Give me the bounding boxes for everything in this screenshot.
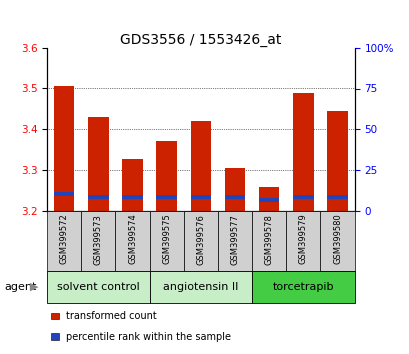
- Bar: [285, 211, 320, 271]
- Bar: [292, 195, 313, 199]
- Text: GSM399576: GSM399576: [196, 214, 205, 264]
- Text: GSM399573: GSM399573: [94, 214, 103, 264]
- Text: GSM399580: GSM399580: [332, 214, 341, 264]
- Bar: [47, 271, 149, 303]
- Bar: [122, 159, 142, 211]
- Text: torcetrapib: torcetrapib: [272, 282, 333, 292]
- Bar: [54, 86, 74, 211]
- Bar: [149, 271, 252, 303]
- Text: GSM399578: GSM399578: [264, 214, 273, 264]
- Bar: [258, 198, 279, 202]
- Text: agent: agent: [4, 282, 36, 292]
- Text: GSM399575: GSM399575: [162, 214, 171, 264]
- Bar: [326, 195, 347, 199]
- Bar: [224, 195, 245, 199]
- Bar: [156, 195, 177, 199]
- Bar: [47, 211, 81, 271]
- Text: GSM399572: GSM399572: [60, 214, 69, 264]
- Text: GSM399577: GSM399577: [230, 214, 239, 264]
- Bar: [252, 271, 354, 303]
- Bar: [149, 211, 183, 271]
- Text: GSM399579: GSM399579: [298, 214, 307, 264]
- Bar: [292, 92, 313, 211]
- Bar: [258, 187, 279, 211]
- Text: angiotensin II: angiotensin II: [163, 282, 238, 292]
- Bar: [122, 195, 142, 199]
- Text: percentile rank within the sample: percentile rank within the sample: [65, 332, 230, 342]
- Bar: [218, 211, 252, 271]
- Bar: [252, 211, 285, 271]
- Bar: [190, 121, 211, 211]
- Bar: [115, 211, 149, 271]
- Bar: [54, 192, 74, 196]
- Text: GSM399574: GSM399574: [128, 214, 137, 264]
- Title: GDS3556 / 1553426_at: GDS3556 / 1553426_at: [120, 33, 281, 47]
- Bar: [224, 168, 245, 211]
- Bar: [190, 195, 211, 199]
- Text: solvent control: solvent control: [57, 282, 139, 292]
- Bar: [81, 211, 115, 271]
- Bar: [183, 211, 218, 271]
- Bar: [88, 195, 108, 199]
- Text: ▶: ▶: [29, 282, 38, 292]
- Bar: [88, 117, 108, 211]
- Bar: [326, 111, 347, 211]
- Bar: [156, 141, 177, 211]
- Text: transformed count: transformed count: [65, 311, 156, 321]
- Bar: [320, 211, 354, 271]
